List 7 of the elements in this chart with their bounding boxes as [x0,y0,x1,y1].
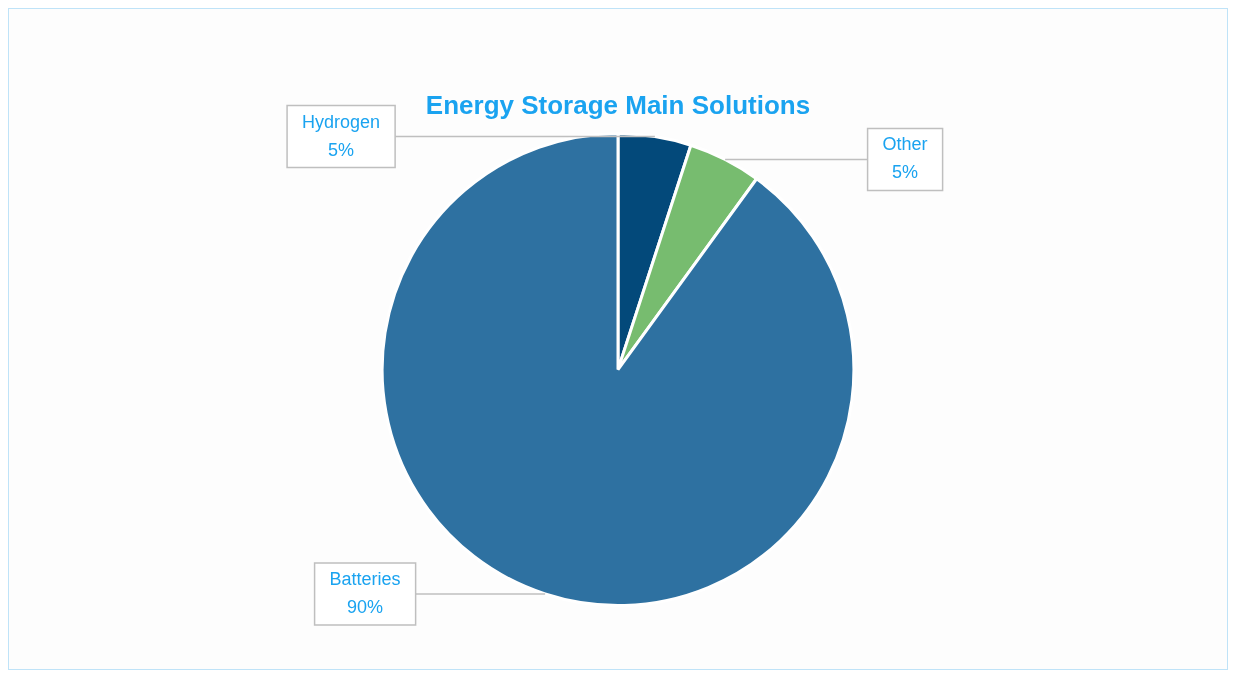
data-label: 90% [347,596,384,617]
chart-title: Energy Storage Main Solutions [425,89,811,120]
slice-label: Hydrogen [302,111,381,132]
slice-label: Other [882,134,928,155]
slice-label: Batteries [329,568,401,589]
data-label: 5% [892,162,919,183]
data-label: 5% [328,139,355,160]
